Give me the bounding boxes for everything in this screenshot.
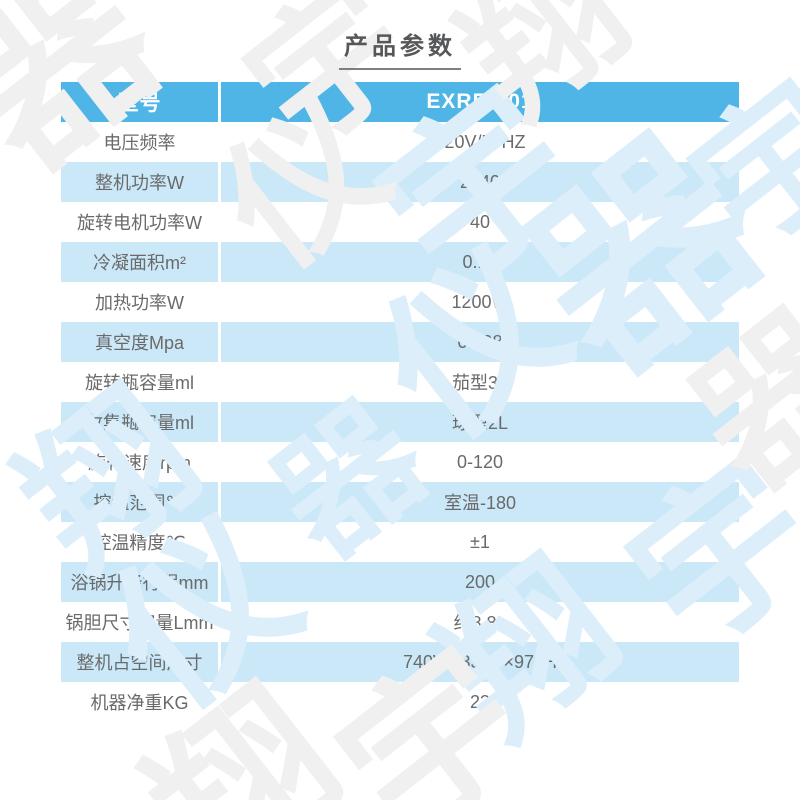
spec-label-cell: 机器净重KG xyxy=(61,682,218,722)
spec-label-cell: 整机功率W xyxy=(61,162,218,202)
spec-label-cell: 收集瓶容量ml xyxy=(61,402,218,442)
spec-label: 机器净重KG xyxy=(90,693,189,713)
spec-value: 茄型3L xyxy=(451,373,509,393)
table-row: 电压频率 220V/50HZ xyxy=(61,122,739,162)
spec-value-cell: ±1 xyxy=(221,522,739,562)
spec-value-cell: 23 xyxy=(221,682,739,722)
table-row: 加热功率W 1200W xyxy=(61,282,739,322)
spec-value: 0.17 xyxy=(462,251,498,272)
table-row: 收集瓶容量ml 球型2L xyxy=(61,402,739,442)
spec-value: 220V/50HZ xyxy=(434,131,526,152)
table-row: 锅胆尺寸容量Lmm 约8.8L xyxy=(61,602,739,642)
spec-value: 室温-180 xyxy=(443,493,517,513)
spec-value-cell: 0-120 xyxy=(221,442,739,482)
spec-label-cell: 浴锅升降行程mm xyxy=(61,562,218,602)
column-divider xyxy=(218,642,221,682)
spec-value: 40 xyxy=(469,211,491,232)
spec-value: 0-120 xyxy=(456,451,504,472)
spec-value: 约8.8L xyxy=(453,613,507,633)
column-divider xyxy=(218,322,221,362)
spec-label-cell: 整机占空间尺寸 xyxy=(61,642,218,682)
column-divider xyxy=(218,482,221,522)
table-row: 旋转瓶容量ml 茄型3L xyxy=(61,362,739,402)
table-row: 控温精度℃ ±1 xyxy=(61,522,739,562)
spec-label-cell: 锅胆尺寸容量Lmm xyxy=(61,602,218,642)
spec-value-cell: 200 xyxy=(221,562,739,602)
model-label: 型号 xyxy=(117,92,162,115)
header-label-cell: 型号 xyxy=(61,82,218,122)
column-divider xyxy=(218,82,221,122)
spec-value-cell: 0.17 xyxy=(221,242,739,282)
spec-label: 整机功率W xyxy=(95,173,184,193)
table-row: 旋转电机功率W 40 xyxy=(61,202,739,242)
spec-value-cell: 茄型3L xyxy=(221,362,739,402)
spec-label: 浴锅升降行程mm xyxy=(70,573,209,593)
spec-label: 整机占空间尺寸 xyxy=(76,653,203,673)
table-header-row: 型号 EXRE-301 xyxy=(61,82,739,122)
spec-label: 真空度Mpa xyxy=(94,333,184,353)
spec-label: 锅胆尺寸容量Lmm xyxy=(65,613,214,633)
spec-table: 型号 EXRE-301 电压频率 220V/50HZ 整机功率W 2040 旋转电机功率… xyxy=(61,82,739,722)
column-divider xyxy=(218,402,221,442)
column-divider xyxy=(218,162,221,202)
spec-value-cell: 约8.8L xyxy=(221,602,739,642)
column-divider xyxy=(218,242,221,282)
spec-value-cell: 40 xyxy=(221,202,739,242)
spec-label: 冷凝面积m² xyxy=(93,253,186,273)
spec-label-cell: 旋转瓶容量ml xyxy=(61,362,218,402)
spec-value-cell: 球型2L xyxy=(221,402,739,442)
model-value: EXRE-301 xyxy=(426,90,534,113)
spec-value-cell: 220V/50HZ xyxy=(221,122,739,162)
spec-value: 740W×330D×970H xyxy=(402,651,558,672)
table-row: 浴锅升降行程mm 200 xyxy=(61,562,739,602)
spec-label: 旋转电机功率W xyxy=(77,213,202,233)
page-title: 产品参数 xyxy=(339,26,461,70)
spec-label-cell: 旋转速度rpm xyxy=(61,442,218,482)
spec-value-cell: 室温-180 xyxy=(221,482,739,522)
table-row: 冷凝面积m² 0.17 xyxy=(61,242,739,282)
spec-label: 旋转瓶容量ml xyxy=(85,373,194,393)
spec-value: 1200W xyxy=(451,291,509,312)
spec-value: 23 xyxy=(469,691,491,712)
spec-label: 加热功率W xyxy=(95,293,184,313)
spec-value-cell: 1200W xyxy=(221,282,739,322)
spec-label: 收集瓶容量ml xyxy=(85,413,194,433)
spec-label: 旋转速度rpm xyxy=(88,453,191,473)
spec-label: 电压频率 xyxy=(103,133,176,153)
spec-label: 控温精度℃ xyxy=(93,533,186,553)
spec-label-cell: 控温精度℃ xyxy=(61,522,218,562)
title-container: 产品参数 xyxy=(0,26,800,70)
spec-label-cell: 旋转电机功率W xyxy=(61,202,218,242)
table-row: 整机占空间尺寸 740W×330D×970H xyxy=(61,642,739,682)
spec-label-cell: 加热功率W xyxy=(61,282,218,322)
spec-label: 控温范围℃ xyxy=(93,493,186,513)
spec-value: 200 xyxy=(464,571,496,592)
spec-label-cell: 控温范围℃ xyxy=(61,482,218,522)
table-row: 机器净重KG 23 xyxy=(61,682,739,722)
spec-value-cell: 740W×330D×970H xyxy=(221,642,739,682)
table-row: 整机功率W 2040 xyxy=(61,162,739,202)
spec-value: 球型2L xyxy=(451,413,509,433)
spec-value-cell: 2040 xyxy=(221,162,739,202)
spec-value-cell: 0.098 xyxy=(221,322,739,362)
column-divider xyxy=(218,562,221,602)
spec-label-cell: 冷凝面积m² xyxy=(61,242,218,282)
spec-value: 0.098 xyxy=(457,331,503,352)
spec-label-cell: 真空度Mpa xyxy=(61,322,218,362)
spec-value: ±1 xyxy=(470,531,490,552)
spec-value: 2040 xyxy=(459,171,501,192)
table-row: 控温范围℃ 室温-180 xyxy=(61,482,739,522)
table-row: 真空度Mpa 0.098 xyxy=(61,322,739,362)
header-value-cell: EXRE-301 xyxy=(221,82,739,122)
spec-label-cell: 电压频率 xyxy=(61,122,218,162)
table-row: 旋转速度rpm 0-120 xyxy=(61,442,739,482)
